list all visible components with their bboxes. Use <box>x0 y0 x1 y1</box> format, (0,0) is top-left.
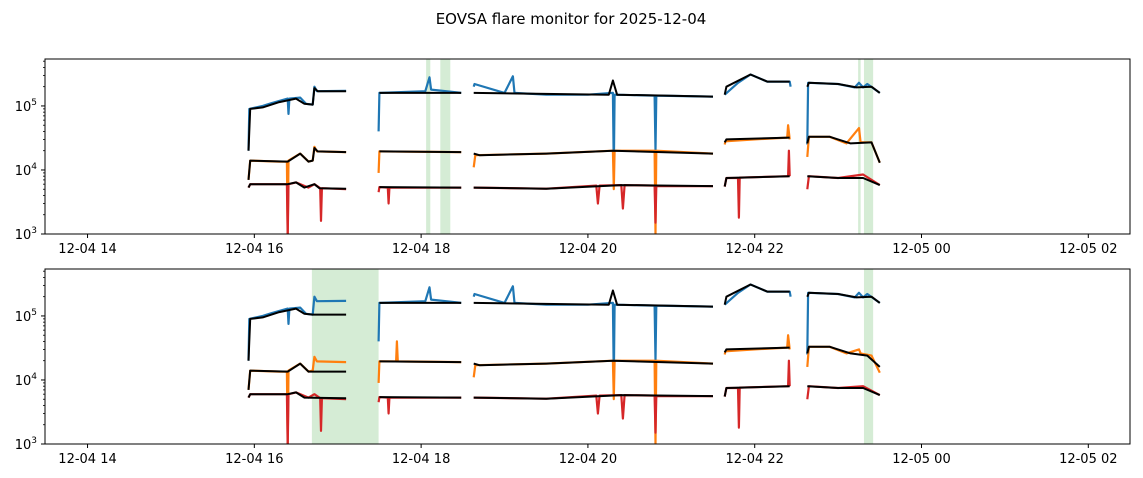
series-red <box>247 149 881 234</box>
x-tick-label: 12-04 22 <box>725 242 783 257</box>
series-orange <box>247 124 881 234</box>
series-blue <box>247 73 881 172</box>
series-fit-orange <box>247 135 881 180</box>
flare-span <box>858 59 861 234</box>
plot-area <box>247 59 881 234</box>
y-tick-label: 103 <box>15 436 37 453</box>
series-fit-orange <box>247 345 881 390</box>
x-tick-label: 12-04 16 <box>225 452 283 467</box>
flare-span <box>426 59 431 234</box>
y-tick-label: 105 <box>15 98 37 115</box>
x-tick-label: 12-05 02 <box>1059 452 1117 467</box>
panel-1: 12-04 14 12-04 16 12-04 18 12-04 20 12-04 22… <box>15 58 1131 257</box>
x-tick-label: 12-05 00 <box>892 242 950 257</box>
axes-frame <box>44 58 1131 235</box>
x-tick-label: 12-04 14 <box>58 242 116 257</box>
x-tick-label: 12-04 20 <box>559 242 617 257</box>
series-red <box>247 359 881 444</box>
panel-2: 12-04 14 12-04 16 12-04 18 12-04 20 12-04 22… <box>15 268 1131 467</box>
x-tick-label: 12-04 14 <box>58 452 116 467</box>
x-tick-label: 12-05 02 <box>1059 242 1117 257</box>
series-fit-blue <box>247 73 881 151</box>
axes-frame <box>44 268 1131 445</box>
series-fit-red <box>247 175 881 190</box>
x-tick-label: 12-05 00 <box>892 452 950 467</box>
y-tick-label: 104 <box>15 372 38 389</box>
y-tick-label: 104 <box>15 162 38 179</box>
series-fit-blue <box>247 283 881 361</box>
x-tick-label: 12-04 20 <box>559 452 617 467</box>
x-tick-label: 12-04 18 <box>392 452 450 467</box>
figure-title: EOVSA flare monitor for 2025-12-04 <box>436 10 707 28</box>
series-fit-red <box>247 385 881 400</box>
flare-span <box>440 59 451 234</box>
plot-area <box>247 269 881 444</box>
flare-span <box>863 59 874 234</box>
y-tick-label: 103 <box>15 226 37 243</box>
flare-span <box>311 269 379 444</box>
x-tick-label: 12-04 18 <box>392 242 450 257</box>
y-tick-label: 105 <box>15 308 37 325</box>
x-tick-label: 12-04 16 <box>225 242 283 257</box>
x-tick-label: 12-04 22 <box>725 452 783 467</box>
